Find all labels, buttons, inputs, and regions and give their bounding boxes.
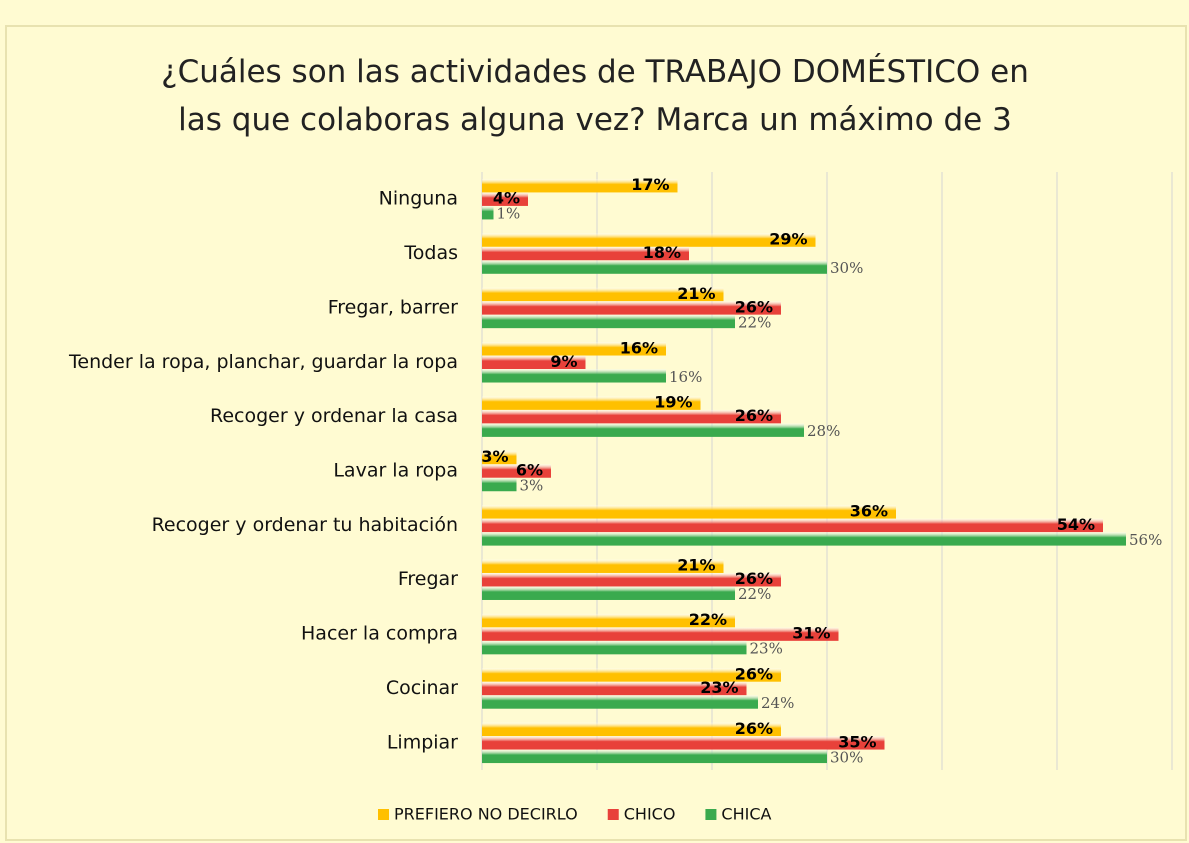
data-label: 30% bbox=[830, 259, 863, 277]
data-label: 56% bbox=[1129, 531, 1162, 549]
data-label: 9% bbox=[550, 352, 577, 371]
bar bbox=[482, 233, 816, 247]
bar bbox=[482, 192, 528, 206]
chart-title: ¿Cuáles son las actividades de TRABAJO D… bbox=[161, 54, 1029, 138]
bar bbox=[482, 586, 735, 600]
data-label: 31% bbox=[792, 624, 830, 643]
data-label: 29% bbox=[769, 230, 807, 249]
bar bbox=[482, 681, 747, 696]
category-label: Fregar bbox=[398, 568, 458, 590]
legend-swatch bbox=[607, 809, 619, 820]
data-label: 36% bbox=[850, 501, 888, 520]
bar bbox=[482, 260, 827, 274]
chart-border bbox=[5, 25, 1187, 841]
data-label: 26% bbox=[735, 569, 773, 588]
category-label: Tender la ropa, planchar, guardar la rop… bbox=[68, 351, 458, 373]
legend-swatch bbox=[378, 809, 389, 820]
data-label: 3% bbox=[481, 447, 508, 466]
bar bbox=[482, 695, 758, 709]
bar bbox=[482, 409, 781, 424]
data-label: 16% bbox=[620, 338, 658, 357]
category-label: Lavar la ropa bbox=[333, 460, 458, 482]
bar bbox=[482, 423, 804, 437]
bar bbox=[482, 572, 781, 587]
data-label: 23% bbox=[750, 640, 783, 658]
bar bbox=[482, 396, 701, 410]
bar bbox=[482, 287, 724, 302]
bar bbox=[482, 668, 781, 682]
bar bbox=[482, 559, 724, 573]
data-label: 54% bbox=[1057, 515, 1095, 534]
data-label: 17% bbox=[631, 175, 669, 194]
bar bbox=[482, 355, 586, 370]
data-label: 24% bbox=[761, 694, 794, 712]
bar bbox=[482, 342, 666, 356]
data-label: 30% bbox=[830, 748, 863, 766]
bar bbox=[482, 749, 827, 764]
bar bbox=[482, 178, 678, 193]
data-label: 19% bbox=[654, 393, 692, 412]
bar bbox=[482, 246, 689, 261]
data-label: 23% bbox=[700, 678, 738, 697]
data-label: 1% bbox=[497, 205, 521, 223]
data-label: 26% bbox=[735, 719, 773, 738]
bar bbox=[482, 613, 735, 628]
bar bbox=[482, 505, 896, 519]
data-label: 6% bbox=[516, 461, 543, 480]
bar bbox=[482, 477, 517, 492]
data-label: 4% bbox=[493, 189, 520, 208]
data-label: 3% bbox=[520, 477, 544, 495]
category-label: Todas bbox=[403, 242, 458, 264]
data-label: 22% bbox=[738, 585, 771, 603]
data-label: 22% bbox=[738, 313, 771, 331]
category-label: Cocinar bbox=[386, 677, 458, 699]
bar bbox=[482, 532, 1126, 546]
data-label: 18% bbox=[643, 243, 681, 262]
data-label: 16% bbox=[669, 368, 702, 386]
category-label: Ninguna bbox=[379, 188, 458, 210]
category-label: Limpiar bbox=[387, 731, 458, 753]
bar bbox=[482, 518, 1103, 533]
bar bbox=[482, 627, 839, 641]
category-label: Recoger y ordenar la casa bbox=[210, 405, 458, 427]
data-label: 26% bbox=[735, 406, 773, 425]
bar bbox=[482, 450, 517, 465]
bar bbox=[482, 301, 781, 315]
bar bbox=[482, 464, 551, 478]
data-label: 21% bbox=[677, 556, 715, 575]
data-label: 26% bbox=[735, 297, 773, 316]
data-label: 21% bbox=[677, 284, 715, 303]
category-label: Hacer la compra bbox=[301, 623, 458, 645]
data-label: 26% bbox=[735, 664, 773, 683]
bar bbox=[482, 205, 494, 220]
category-label: Recoger y ordenar tu habitación bbox=[152, 514, 458, 536]
data-label: 22% bbox=[689, 610, 727, 629]
category-label: Fregar, barrer bbox=[328, 296, 458, 318]
bar bbox=[482, 736, 885, 750]
legend-label: CHICA bbox=[721, 805, 771, 824]
bar bbox=[482, 369, 666, 383]
legend-label: CHICO bbox=[624, 805, 676, 824]
legend-swatch bbox=[705, 809, 717, 820]
bar bbox=[482, 722, 781, 737]
legend-label: PREFIERO NO DECIRLO bbox=[394, 805, 578, 824]
data-label: 35% bbox=[838, 732, 876, 751]
data-label: 28% bbox=[807, 422, 840, 440]
bar bbox=[482, 314, 735, 329]
bar bbox=[482, 640, 747, 655]
